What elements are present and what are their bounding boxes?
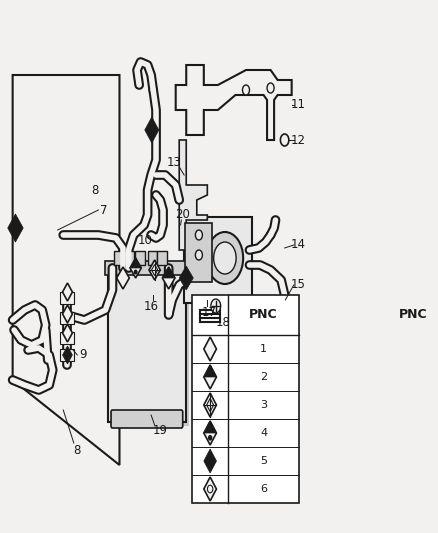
Polygon shape — [179, 140, 207, 250]
Circle shape — [195, 250, 202, 260]
FancyBboxPatch shape — [184, 217, 251, 303]
Polygon shape — [207, 398, 214, 411]
Polygon shape — [117, 267, 129, 289]
FancyBboxPatch shape — [110, 272, 189, 426]
Text: 7: 7 — [100, 204, 108, 216]
FancyBboxPatch shape — [106, 261, 188, 275]
Polygon shape — [63, 283, 72, 301]
Circle shape — [267, 83, 274, 93]
Polygon shape — [204, 421, 216, 433]
FancyBboxPatch shape — [185, 223, 212, 282]
Polygon shape — [149, 260, 160, 280]
Text: 4: 4 — [260, 428, 267, 438]
Polygon shape — [162, 267, 175, 278]
FancyBboxPatch shape — [111, 410, 183, 428]
Polygon shape — [63, 324, 72, 342]
Text: 15: 15 — [290, 279, 305, 292]
FancyBboxPatch shape — [60, 332, 74, 344]
FancyBboxPatch shape — [157, 251, 167, 265]
Circle shape — [134, 270, 137, 274]
Text: 2: 2 — [260, 372, 267, 382]
Text: 8: 8 — [74, 443, 81, 456]
Text: PNC: PNC — [399, 309, 427, 321]
Polygon shape — [204, 477, 216, 501]
FancyBboxPatch shape — [107, 268, 186, 422]
Polygon shape — [130, 258, 141, 268]
FancyBboxPatch shape — [124, 251, 134, 265]
FancyBboxPatch shape — [60, 292, 74, 304]
Text: 19: 19 — [153, 424, 168, 437]
Circle shape — [195, 230, 202, 240]
Polygon shape — [8, 214, 23, 242]
Text: 16: 16 — [144, 301, 159, 313]
FancyBboxPatch shape — [60, 349, 74, 361]
Text: 6: 6 — [260, 484, 267, 494]
Polygon shape — [204, 393, 216, 417]
FancyBboxPatch shape — [114, 251, 124, 265]
Circle shape — [214, 242, 236, 274]
Text: 8: 8 — [91, 183, 99, 197]
Polygon shape — [130, 258, 141, 278]
Text: 14: 14 — [290, 238, 305, 252]
Circle shape — [208, 435, 212, 440]
FancyBboxPatch shape — [203, 304, 216, 334]
Polygon shape — [162, 267, 175, 289]
Polygon shape — [63, 346, 72, 364]
FancyBboxPatch shape — [192, 295, 299, 503]
Text: 5: 5 — [260, 456, 267, 466]
Polygon shape — [204, 421, 216, 445]
Polygon shape — [204, 337, 216, 361]
Polygon shape — [152, 264, 158, 276]
Polygon shape — [145, 117, 159, 143]
Circle shape — [208, 485, 213, 493]
Text: 18: 18 — [216, 316, 231, 328]
Polygon shape — [204, 365, 216, 377]
Text: 3: 3 — [260, 400, 267, 410]
Text: 10: 10 — [138, 233, 153, 246]
Polygon shape — [204, 365, 216, 389]
FancyBboxPatch shape — [148, 251, 157, 265]
Text: PNC: PNC — [249, 309, 278, 321]
Circle shape — [280, 134, 289, 146]
Text: 11: 11 — [290, 99, 305, 111]
FancyBboxPatch shape — [60, 312, 74, 324]
Text: 12: 12 — [290, 133, 305, 147]
Polygon shape — [63, 305, 72, 323]
Polygon shape — [179, 266, 193, 290]
Circle shape — [207, 232, 243, 284]
FancyBboxPatch shape — [135, 251, 145, 265]
Circle shape — [211, 299, 221, 313]
Text: 9: 9 — [79, 349, 87, 361]
Polygon shape — [204, 449, 216, 473]
Text: 1: 1 — [260, 344, 267, 354]
Text: 13: 13 — [167, 156, 182, 168]
Text: 20: 20 — [175, 207, 190, 221]
Circle shape — [243, 85, 250, 95]
Text: 17: 17 — [202, 305, 217, 319]
